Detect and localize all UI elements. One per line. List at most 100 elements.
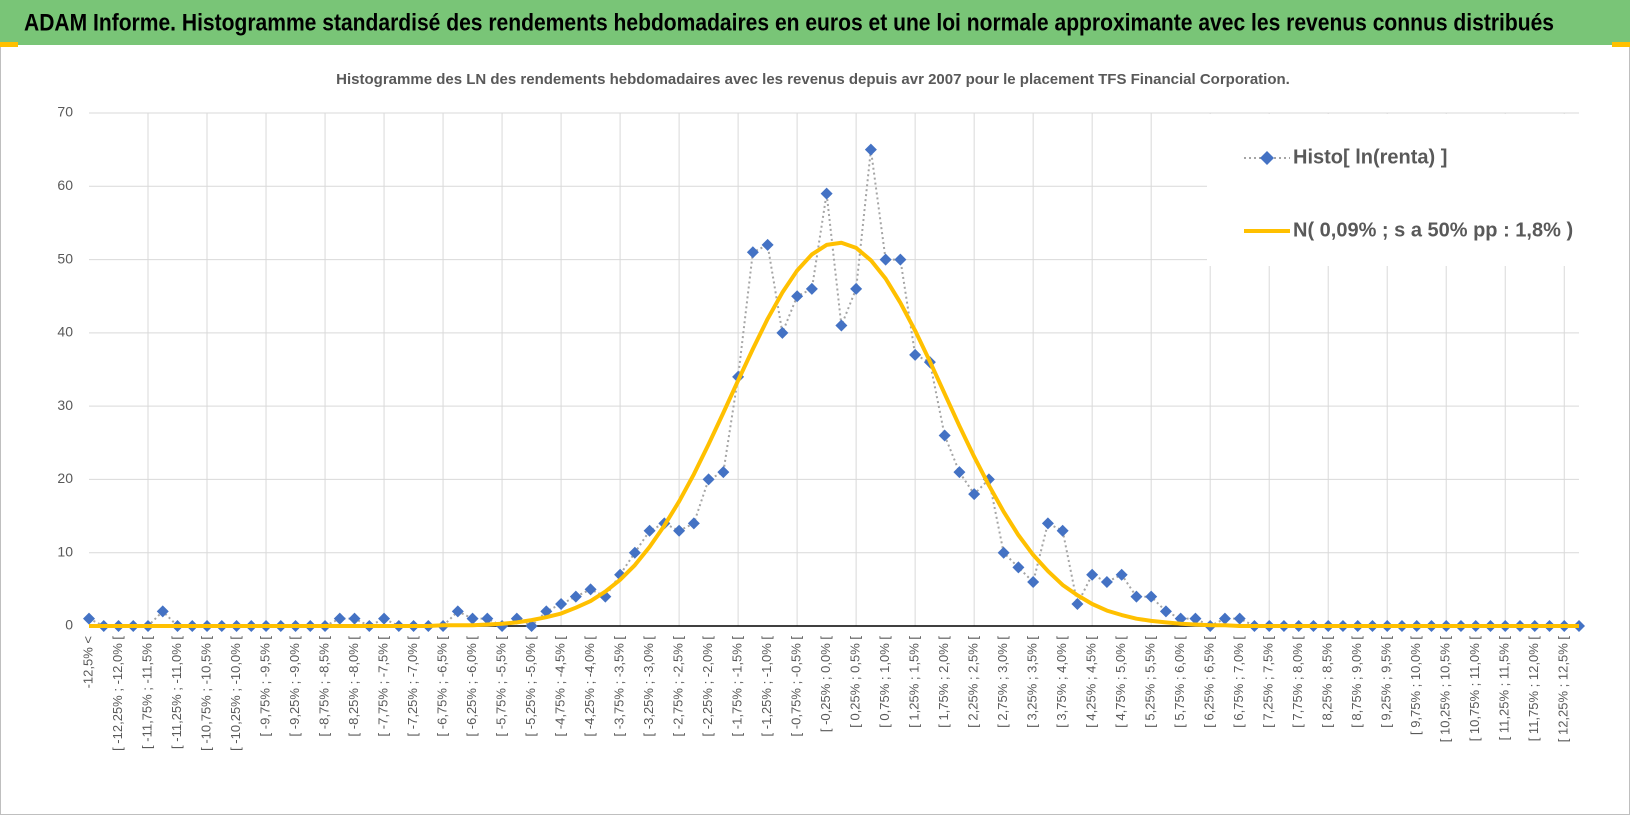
x-tick-label: [ -3,75% ; -3,5% [ bbox=[612, 636, 627, 737]
data-point bbox=[1189, 612, 1202, 625]
data-point bbox=[1130, 590, 1143, 603]
x-tick-label: [ 7,75% ; 8,0% [ bbox=[1290, 636, 1305, 728]
data-point bbox=[1100, 576, 1113, 589]
x-tick-label: [ -8,25% ; -8,0% [ bbox=[346, 636, 361, 737]
corner bbox=[0, 42, 18, 47]
x-tick-label: [ -5,25% ; -5,0% [ bbox=[523, 636, 538, 737]
data-point bbox=[687, 517, 700, 530]
x-tick-label: [ 7,25% ; 7,5% [ bbox=[1261, 636, 1276, 728]
data-point bbox=[1145, 590, 1158, 603]
data-point bbox=[776, 326, 789, 339]
y-tick-label: 70 bbox=[57, 104, 73, 120]
data-point bbox=[968, 488, 981, 501]
x-tick-label: [ 5,75% ; 6,0% [ bbox=[1172, 636, 1187, 728]
data-point bbox=[1218, 612, 1231, 625]
x-tick-label: [ -3,25% ; -3,0% [ bbox=[641, 636, 656, 737]
x-tick-label: [ -10,25% ; -10,0% [ bbox=[228, 636, 243, 751]
chart-title: Histogramme des LN des rendements hebdom… bbox=[336, 71, 1290, 88]
data-point bbox=[643, 524, 656, 537]
data-point bbox=[1027, 576, 1040, 589]
legend-label: Histo[ ln(renta) ] bbox=[1293, 146, 1447, 168]
data-point bbox=[673, 524, 686, 537]
x-tick-label: [ 8,75% ; 9,0% [ bbox=[1349, 636, 1364, 728]
header-title: ADAM Informe. Histogramme standardisé de… bbox=[24, 9, 1554, 36]
x-tick-label: [ 4,25% ; 4,5% [ bbox=[1084, 636, 1099, 728]
data-point bbox=[820, 187, 833, 200]
data-point bbox=[997, 546, 1010, 559]
data-point bbox=[879, 253, 892, 266]
x-tick-label: [ -4,25% ; -4,0% [ bbox=[582, 636, 597, 737]
x-tick-label: [ -7,25% ; -7,0% [ bbox=[405, 636, 420, 737]
data-point bbox=[584, 583, 597, 596]
data-point bbox=[333, 612, 346, 625]
x-tick-label: [ -5,75% ; -5,5% [ bbox=[494, 636, 509, 737]
data-point bbox=[1056, 524, 1069, 537]
data-point bbox=[156, 605, 169, 618]
legend-label: N( 0,09% ; s a 50% pp : 1,8% ) bbox=[1293, 219, 1573, 241]
data-point bbox=[525, 620, 538, 632]
x-tick-label: [ -6,75% ; -6,5% [ bbox=[434, 636, 449, 737]
data-point bbox=[1071, 598, 1084, 611]
data-point bbox=[938, 429, 951, 442]
data-point bbox=[451, 605, 464, 618]
data-point bbox=[1159, 605, 1172, 618]
x-tick-label: [ 6,25% ; 6,5% [ bbox=[1202, 636, 1217, 728]
x-tick-label: [ 1,25% ; 1,5% [ bbox=[907, 636, 922, 728]
data-point bbox=[1086, 568, 1099, 581]
y-tick-label: 50 bbox=[57, 250, 73, 266]
y-tick-label: 60 bbox=[57, 177, 73, 193]
x-tick-label: [ 9,75% ; 10,0% [ bbox=[1408, 636, 1423, 735]
x-tick-label: [ -2,75% ; -2,5% [ bbox=[671, 636, 686, 737]
legend-box bbox=[1207, 114, 1627, 266]
x-tick-label: [ 2,75% ; 3,0% [ bbox=[995, 636, 1010, 728]
x-tick-label: [ 2,25% ; 2,5% [ bbox=[966, 636, 981, 728]
x-tick-label: [ 10,75% ; 11,0% [ bbox=[1467, 636, 1482, 742]
data-point bbox=[348, 612, 361, 625]
x-tick-label: [ -6,25% ; -6,0% [ bbox=[464, 636, 479, 737]
series-line bbox=[89, 240, 1579, 628]
data-point bbox=[481, 612, 494, 625]
data-point bbox=[791, 290, 804, 303]
data-point bbox=[850, 282, 863, 295]
data-point bbox=[864, 143, 877, 156]
data-point bbox=[1233, 612, 1246, 625]
data-point bbox=[894, 253, 907, 266]
x-tick-label: [ -1,75% ; -1,5% [ bbox=[730, 636, 745, 737]
data-point bbox=[702, 473, 715, 486]
data-point bbox=[805, 282, 818, 295]
x-tick-label: [ 11,25% ; 11,5% [ bbox=[1497, 636, 1512, 741]
x-tick-label: [ -0,75% ; -0,5% [ bbox=[789, 636, 804, 737]
x-tick-label: [ 9,25% ; 9,5% [ bbox=[1379, 636, 1394, 728]
data-point bbox=[1012, 561, 1025, 574]
data-point bbox=[628, 546, 641, 559]
x-tick-label: [ 1,75% ; 2,0% [ bbox=[936, 636, 951, 728]
x-tick-label: [ -4,75% ; -4,5% [ bbox=[553, 636, 568, 737]
legend-marker bbox=[1260, 151, 1274, 165]
y-tick-label: 0 bbox=[65, 617, 73, 633]
x-tick-label: [ 5,25% ; 5,5% [ bbox=[1143, 636, 1158, 728]
data-point bbox=[378, 612, 391, 625]
x-tick-label: [ 10,25% ; 10,5% [ bbox=[1438, 636, 1453, 743]
x-tick-label: [ 8,25% ; 8,5% [ bbox=[1320, 636, 1335, 728]
data-point bbox=[835, 319, 848, 332]
data-point bbox=[555, 598, 568, 611]
series-line bbox=[88, 148, 1579, 627]
x-tick-label: [ -10,75% ; -10,5% [ bbox=[198, 636, 213, 751]
x-tick-label: [ -11,25% ; -11,0% [ bbox=[169, 636, 184, 749]
x-tick-label: -12,5% < bbox=[80, 636, 95, 688]
data-point bbox=[746, 246, 759, 259]
x-tick-label: [ -11,75% ; -11,5% [ bbox=[139, 636, 154, 749]
x-tick-label: [ 11,75% ; 12,0% [ bbox=[1526, 636, 1541, 742]
y-tick-label: 10 bbox=[57, 543, 73, 559]
x-tick-label: [ 4,75% ; 5,0% [ bbox=[1113, 636, 1128, 728]
data-point bbox=[909, 348, 922, 361]
x-tick-label: [ -12,25% ; -12,0% [ bbox=[110, 636, 125, 751]
y-tick-label: 20 bbox=[57, 470, 73, 486]
x-tick-label: [ -1,25% ; -1,0% [ bbox=[759, 636, 774, 737]
x-tick-label: [ -9,25% ; -9,0% [ bbox=[287, 636, 302, 737]
data-point bbox=[83, 612, 95, 625]
data-point bbox=[569, 590, 582, 603]
x-tick-label: [ 0,75% ; 1,0% [ bbox=[877, 636, 892, 728]
x-tick-label: [ -2,25% ; -2,0% [ bbox=[700, 636, 715, 737]
data-point bbox=[540, 605, 553, 618]
